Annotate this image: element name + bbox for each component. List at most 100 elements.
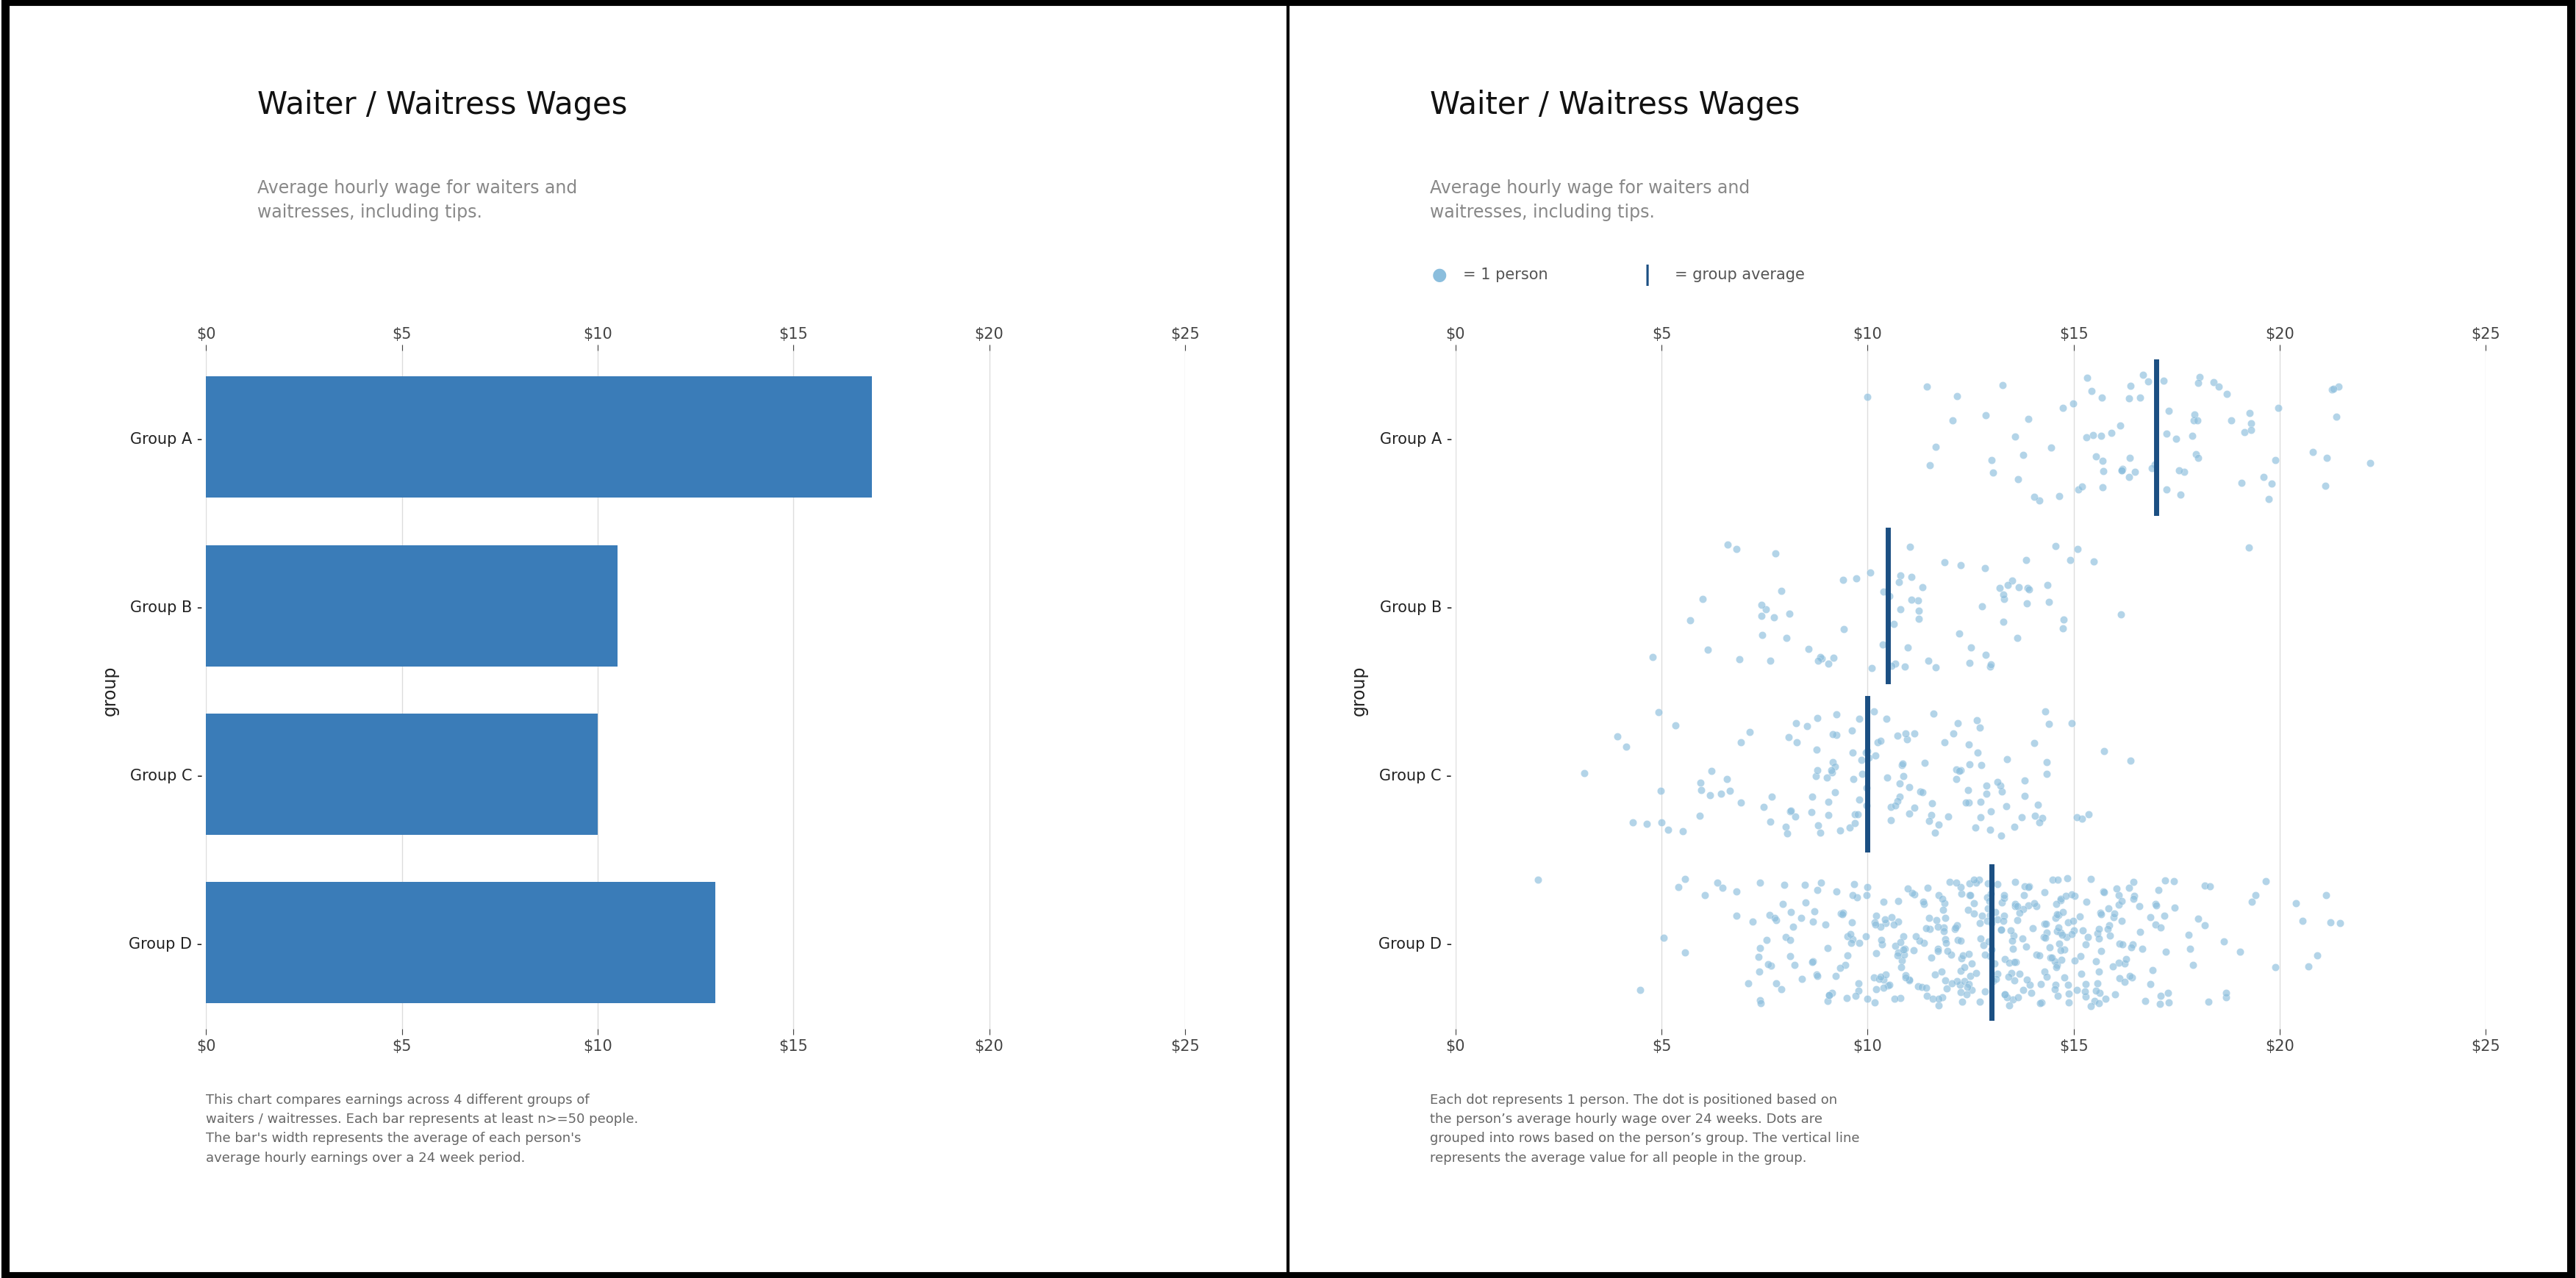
Point [1641, 781, 1682, 801]
Point [1929, 872, 1971, 892]
Point [1940, 975, 1981, 996]
Point [1680, 806, 1721, 827]
Point [1971, 820, 2012, 841]
Point [1806, 938, 1847, 958]
Point [2038, 933, 2079, 953]
Point [1991, 571, 2032, 592]
Point [2048, 912, 2089, 933]
Point [2133, 960, 2174, 980]
Point [2025, 751, 2066, 772]
Point [2174, 445, 2215, 465]
Point [1798, 815, 1839, 836]
Point [1690, 760, 1731, 781]
Point [1880, 951, 1922, 971]
Point [2236, 886, 2277, 906]
Point [2027, 575, 2069, 596]
Point [1991, 938, 2032, 958]
Point [2099, 934, 2141, 955]
Point [2110, 449, 2151, 469]
Point [1901, 782, 1942, 803]
Point [1852, 967, 1893, 988]
Point [1994, 952, 2035, 973]
Point [1837, 804, 1878, 824]
Point [1821, 905, 1862, 925]
Point [1680, 773, 1721, 794]
Point [1917, 916, 1958, 937]
Point [1904, 753, 1945, 773]
Point [1986, 575, 2027, 596]
Point [1631, 647, 1672, 667]
Point [2002, 445, 2043, 465]
Point [1937, 759, 1978, 780]
Point [1860, 930, 1901, 951]
Point [2038, 486, 2079, 506]
Point [1906, 878, 1947, 898]
Point [2014, 734, 2056, 754]
Point [1625, 814, 1667, 835]
Point [2027, 764, 2069, 785]
Point [1965, 405, 2007, 426]
Point [2007, 970, 2048, 990]
Point [1937, 930, 1978, 951]
Point [2311, 380, 2352, 400]
Point [1664, 942, 1705, 962]
Point [1808, 654, 1850, 675]
Point [1801, 873, 1842, 893]
Point [1932, 410, 1973, 431]
Point [1965, 645, 2007, 666]
Point [2020, 491, 2061, 511]
Point [1793, 787, 1834, 808]
Point [1819, 957, 1860, 978]
Point [1940, 884, 1981, 905]
Point [1947, 735, 1989, 755]
Point [1914, 823, 1955, 843]
Point [1708, 781, 1749, 801]
Point [1906, 987, 1947, 1007]
Point [1886, 730, 1927, 750]
Point [2035, 979, 2076, 999]
Point [1721, 732, 1762, 753]
Point [1917, 910, 1958, 930]
Point [2306, 475, 2347, 496]
Point [1940, 948, 1981, 969]
Point [2066, 892, 2107, 912]
Point [1937, 713, 1978, 734]
Point [2017, 795, 2058, 815]
Point [2027, 714, 2069, 735]
Point [1924, 933, 1965, 953]
Point [1819, 820, 1860, 841]
Point [2298, 946, 2339, 966]
Point [1855, 979, 1896, 999]
Point [1754, 607, 1795, 627]
Point [2053, 394, 2094, 414]
Text: Average hourly wage for waiters and
waitresses, including tips.: Average hourly wage for waiters and wait… [258, 179, 577, 221]
Point [1996, 987, 2038, 1007]
Point [1917, 939, 1958, 960]
Point [1808, 791, 1850, 812]
Point [1834, 813, 1875, 833]
Point [1953, 869, 1994, 889]
Point [1935, 919, 1976, 939]
Point [2045, 886, 2087, 906]
Point [2058, 539, 2099, 560]
Point [1880, 957, 1922, 978]
Point [1971, 801, 2012, 822]
Point [1893, 884, 1935, 905]
Point [1832, 929, 1873, 950]
Point [2050, 713, 2092, 734]
Point [1808, 985, 1850, 1006]
Point [2097, 884, 2138, 905]
Point [1986, 796, 2027, 817]
Point [1852, 702, 1893, 722]
Point [1775, 806, 1816, 827]
Point [1716, 906, 1757, 927]
Point [1976, 772, 2017, 792]
Point [1775, 955, 1816, 975]
Point [1770, 801, 1811, 822]
Point [1968, 891, 2009, 911]
Point [2038, 905, 2079, 925]
Point [1973, 971, 2014, 992]
Point [2318, 914, 2360, 934]
Point [2138, 879, 2179, 900]
Point [2169, 925, 2210, 946]
